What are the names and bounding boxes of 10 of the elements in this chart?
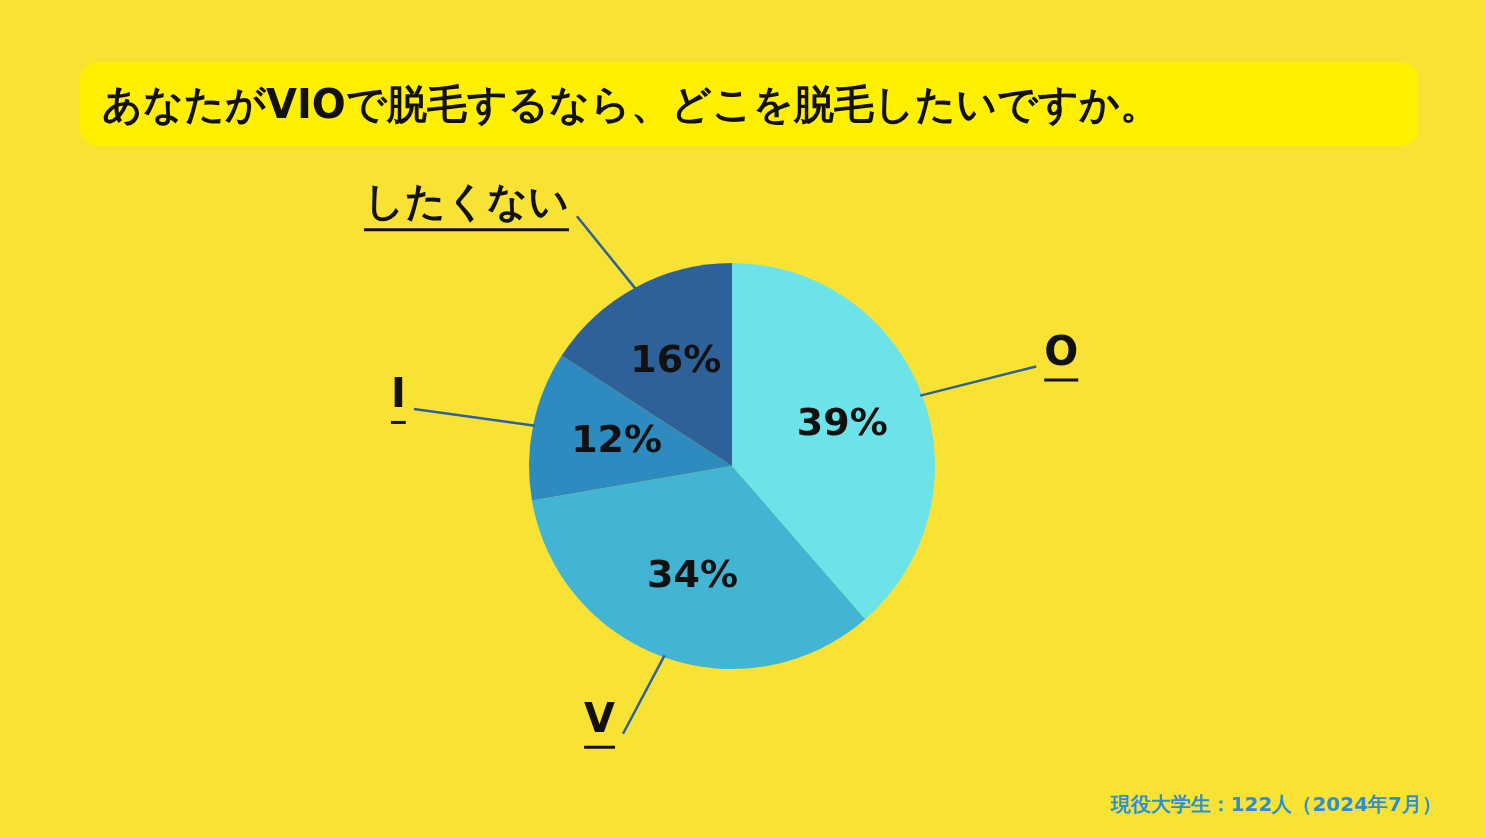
data-label: 12% <box>571 417 663 462</box>
data-label: 16% <box>630 337 722 382</box>
slice-label: I <box>390 370 406 417</box>
slice-label: O <box>1044 327 1079 374</box>
slice-label: したくない <box>363 177 569 224</box>
text: 現役大学生：122人（2024年7月） <box>1110 791 1442 818</box>
data-label: 34% <box>647 551 738 596</box>
slice-label: V <box>584 695 616 742</box>
chart-title: あなたがVIOで脱毛するなら、どこを脱毛したいですか。 <box>80 62 1418 146</box>
data-label: 39% <box>796 399 888 444</box>
